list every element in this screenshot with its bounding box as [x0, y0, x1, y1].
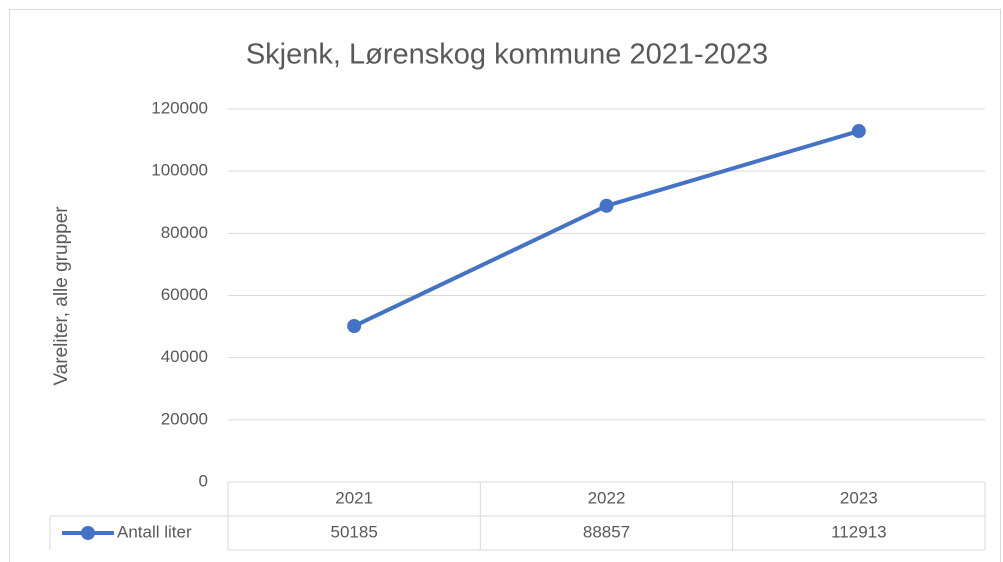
table-value: 112913 — [831, 522, 886, 541]
table-value: 50185 — [331, 522, 378, 541]
x-tick-label: 2022 — [588, 488, 626, 507]
y-tick-label: 60000 — [161, 285, 208, 304]
chart-border — [9, 9, 1001, 562]
y-tick-label: 40000 — [161, 347, 208, 366]
y-tick-label: 80000 — [161, 223, 208, 242]
legend-label: Antall liter — [117, 522, 192, 541]
y-tick-label: 120000 — [151, 98, 208, 117]
chart-title: Skjenk, Lørenskog kommune 2021-2023 — [246, 39, 768, 71]
data-point — [599, 198, 614, 213]
y-tick-label: 100000 — [151, 161, 208, 180]
x-tick-label: 2021 — [335, 488, 373, 507]
legend-marker — [81, 526, 95, 540]
table-value: 88857 — [583, 522, 630, 541]
y-tick-label: 20000 — [161, 409, 208, 428]
data-point — [347, 319, 362, 334]
y-axis-label: Vareliter, alle grupper — [51, 206, 72, 386]
y-tick-label: 0 — [199, 471, 208, 490]
data-point — [851, 124, 866, 139]
x-tick-label: 2023 — [840, 488, 878, 507]
